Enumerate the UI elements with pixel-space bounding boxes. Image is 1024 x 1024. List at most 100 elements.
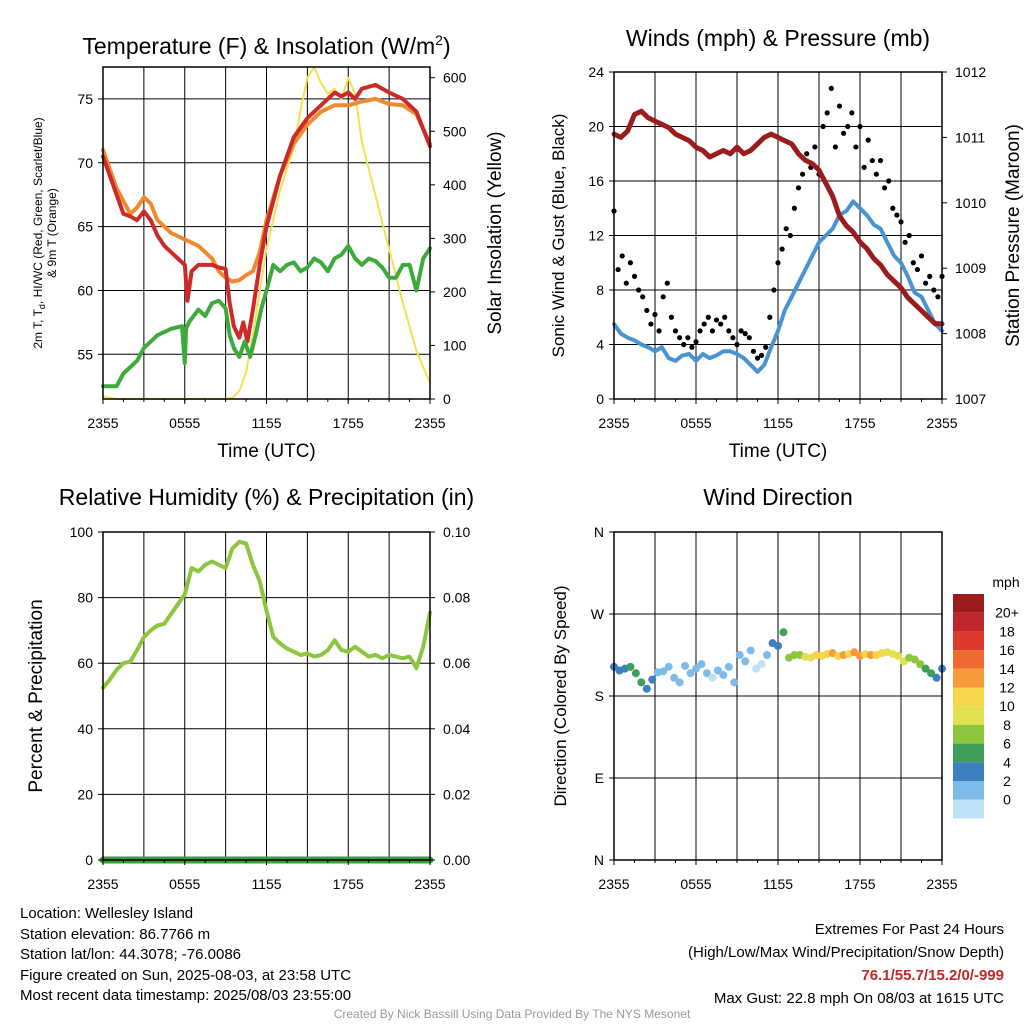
temp-ytick-label: 75: [77, 91, 93, 107]
wind-gust-point: [902, 239, 908, 245]
dir-dir-point: [730, 678, 739, 687]
wind-gust-point: [631, 273, 638, 279]
temp-dew-line: [101, 243, 432, 389]
wind-gust-point: [865, 137, 871, 143]
wind-xtick-label: 0555: [680, 415, 711, 431]
wind-pressure-line: [611, 108, 945, 327]
wind-ytick-label: 0: [596, 391, 604, 407]
temp-ytick-label: 60: [77, 282, 93, 298]
dir-dir-point: [692, 664, 700, 673]
wind-gust-point: [763, 344, 769, 350]
colorbar-swatch: [953, 724, 984, 744]
wind-gust-point: [824, 110, 830, 116]
dir-dir-point: [752, 664, 761, 673]
dir-dir-point: [648, 675, 657, 684]
wind-y2tick-label: 1008: [955, 326, 986, 342]
rh-xtick-label: 0555: [169, 876, 200, 892]
wind-gust-point: [775, 260, 781, 266]
wind-gust-point: [652, 311, 658, 318]
wind-gust-point: [668, 314, 675, 320]
wind-xtick-label: 1755: [844, 415, 875, 431]
dir-dir-point: [642, 684, 651, 693]
wind-gust-point: [935, 294, 941, 300]
temp-y2tick-label: 600: [443, 70, 467, 86]
dir-ytick-label: N: [594, 852, 604, 868]
wind-y2tick-label: 1010: [955, 195, 986, 211]
wind-gust-point: [783, 226, 789, 232]
colorbar-swatch: [953, 650, 984, 669]
colorbar-label: 8: [1003, 717, 1011, 733]
extremes-values: 76.1/55.7/15.2/0/-999: [861, 967, 1004, 984]
temp-ylabel: 2m T, Td, HI/WC (Red, Green, Scarlet/Blu…: [31, 117, 47, 348]
rh-ylabel: Percent & Precipitation: [26, 599, 47, 792]
dir-dir-point: [774, 641, 782, 650]
dir-dir-point: [697, 660, 706, 669]
wind-gust-point: [656, 328, 662, 334]
wind-gust-point: [713, 317, 720, 323]
wind-ytick-label: 12: [588, 228, 604, 244]
wind-gust-point: [877, 157, 884, 164]
colorbar-label: 20+: [995, 605, 1019, 621]
temp-ytick-label: 65: [77, 219, 93, 235]
wind-gust-point: [804, 151, 810, 157]
extremes-block: Extremes For Past 24 Hours (High/Low/Max…: [688, 918, 1004, 1010]
max-gust-text: Max Gust: 22.8 mph On 08/03 at 1615 UTC: [713, 990, 1004, 1007]
colorbar-label: 10: [999, 698, 1015, 714]
colorbar: mph 20+ 18 16 14 12 10 8 6 4 2 0: [953, 574, 1020, 819]
dir-dir-point: [708, 673, 717, 682]
dir-dir-point: [724, 662, 733, 671]
temp-title: Temperature (F) & Insolation (W/m2): [82, 32, 450, 59]
wind-gust-point: [771, 287, 777, 293]
colorbar-label: 18: [999, 623, 1015, 639]
wind-gust-point: [681, 341, 687, 348]
rh-ytick-label: 0: [85, 852, 93, 868]
station-info: Location: Wellesley Island Station eleva…: [20, 904, 351, 1007]
temp-y2tick-label: 500: [443, 123, 467, 139]
dir-dir-point: [790, 651, 799, 659]
colorbar-label: 2: [1003, 773, 1011, 789]
temp-ylabel-part: , HI/WC (Red, Green, Scarlet/Blue): [31, 117, 45, 304]
wind-gust-point: [800, 171, 806, 177]
dir-ytick-label: N: [594, 524, 604, 540]
wind-gust-point: [914, 266, 921, 273]
wind-y2tick-label: 1011: [955, 129, 985, 145]
temp-y2tick-label: 400: [443, 177, 467, 193]
rh-ytick-label: 60: [77, 655, 93, 671]
dir-title: Wind Direction: [703, 484, 853, 510]
dir-chart: 2355 0555 1155 1755 2355 N E S W N Wind Direction D…: [551, 484, 1020, 892]
latlon-text: Station lat/lon: 44.3078; -76.0086: [20, 946, 242, 963]
temp-chart: 2355 0555 1155 1755 2355 55 60 65 70 75 0 100 200 300…: [31, 32, 506, 462]
dir-dir-point: [626, 662, 635, 671]
temp-y2tick-label: 300: [443, 230, 467, 246]
wind-gust-point: [767, 314, 773, 320]
wind-gust-point: [726, 328, 732, 334]
wind-y2tick-label: 1012: [955, 64, 986, 80]
wind-gust-point: [910, 260, 916, 266]
wind-gust-point: [832, 144, 839, 150]
rh-y2tick-label: 0.08: [443, 590, 470, 606]
wind-xtick-label: 2355: [926, 415, 957, 431]
wind-y2label: Station Pressure (Maroon): [1003, 124, 1024, 347]
dir-xtick-label: 2355: [926, 876, 957, 892]
wind-gust-point: [857, 123, 863, 130]
credit-text: Created By Nick Bassill Using Data Provi…: [333, 1007, 691, 1021]
wind-ytick-label: 20: [588, 119, 604, 135]
wind-gust-point: [779, 246, 785, 252]
wind-gust-point: [701, 321, 707, 327]
temp-ylabel-part: 2m T, T: [31, 308, 45, 348]
created-text: Figure created on Sun, 2025-08-03, at 23…: [20, 966, 352, 984]
wind-gust-point: [672, 328, 679, 334]
wind-ytick-label: 24: [588, 64, 604, 80]
elevation-text: Station elevation: 86.7766 m: [20, 925, 211, 943]
wind-gust-point: [886, 178, 892, 184]
wind-gust-point: [627, 260, 634, 266]
rh-xtick-label: 2355: [87, 876, 118, 892]
rh-ytick-label: 80: [77, 590, 93, 606]
wind-gust-point: [791, 205, 798, 211]
temp-heat-line: [101, 96, 432, 284]
wind-chart: 2355 0555 1155 1755 2355 0 4 8 12 16 20 24 1007 1008 1…: [549, 25, 1024, 462]
wind-gust-point: [923, 280, 929, 286]
wind-ytick-label: 4: [596, 337, 604, 353]
dir-ylabel: Direction (Colored By Speed): [551, 585, 570, 806]
